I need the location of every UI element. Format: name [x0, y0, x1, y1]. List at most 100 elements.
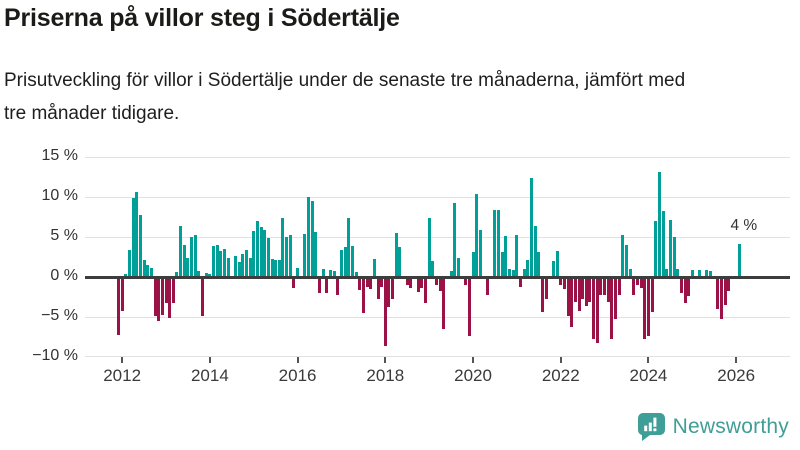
- bar: [431, 260, 435, 276]
- bar: [515, 235, 519, 276]
- bar: [142, 260, 146, 276]
- bar: [409, 278, 413, 289]
- bar: [533, 226, 537, 276]
- bar: [347, 217, 351, 276]
- bar: [592, 278, 596, 339]
- bar: [405, 278, 409, 285]
- bar: [244, 250, 248, 276]
- bar: [595, 278, 599, 344]
- bar: [160, 278, 164, 316]
- bar: [486, 278, 490, 296]
- bar: [292, 278, 296, 289]
- bar: [120, 278, 124, 311]
- x-tick-label: 2024: [629, 366, 668, 385]
- x-tick-label: 2012: [103, 366, 142, 385]
- bar: [555, 251, 559, 276]
- bar: [727, 278, 731, 291]
- bar: [270, 259, 274, 276]
- bar: [117, 278, 120, 335]
- bar: [219, 251, 223, 276]
- bar: [544, 278, 548, 299]
- bar: [274, 260, 278, 276]
- bar: [394, 232, 398, 276]
- bar: [336, 278, 340, 296]
- bar: [365, 278, 369, 287]
- bar: [387, 278, 391, 307]
- gridline: [85, 197, 790, 198]
- bar: [679, 278, 683, 293]
- bar: [157, 278, 161, 321]
- chart-title: Priserna på villor steg i Södertälje: [4, 4, 400, 32]
- bar: [540, 278, 544, 313]
- bar: [208, 273, 212, 276]
- bar: [310, 200, 314, 276]
- bar: [464, 278, 468, 285]
- newsworthy-logo[interactable]: Newsworthy: [637, 413, 789, 441]
- bar: [255, 220, 259, 276]
- bar: [376, 278, 380, 299]
- bar: [625, 244, 629, 276]
- bar: [193, 235, 197, 276]
- bar: [314, 232, 318, 276]
- x-tick: [735, 357, 738, 363]
- bar: [636, 278, 639, 285]
- bar: [508, 268, 512, 276]
- bar: [222, 248, 226, 276]
- bar: [383, 278, 387, 346]
- bar: [551, 260, 555, 276]
- bar: [665, 268, 669, 276]
- bar: [343, 247, 347, 276]
- y-tick-label: −5 %: [41, 307, 78, 324]
- bar: [204, 272, 208, 276]
- bar: [449, 271, 453, 276]
- bar: [475, 194, 479, 276]
- bar: [164, 278, 168, 303]
- bar-chart: 4 % 15 % 10 % 5 % 0 % −5 % −10 % 2012 2014 2016…: [0, 147, 800, 400]
- bar: [434, 278, 438, 285]
- bar: [628, 268, 632, 276]
- bar: [500, 252, 504, 276]
- bar: [328, 269, 332, 276]
- bar: [599, 278, 603, 296]
- bar: [467, 278, 471, 337]
- last-value-annotation: 4 %: [730, 217, 758, 234]
- bar: [277, 260, 281, 276]
- bar: [212, 246, 216, 276]
- x-tick: [296, 357, 299, 363]
- bar: [354, 272, 358, 276]
- chart-subtitle: Prisutveckling för villor i Södertälje u…: [4, 70, 686, 124]
- x-tick: [121, 357, 124, 363]
- bar: [606, 278, 610, 302]
- bar: [127, 250, 131, 276]
- bar: [248, 257, 252, 276]
- bar: [138, 215, 142, 276]
- bar: [676, 268, 680, 276]
- bar: [617, 278, 621, 296]
- bar: [643, 278, 647, 339]
- bar: [654, 220, 658, 276]
- bar: [398, 247, 402, 276]
- bar: [511, 269, 515, 276]
- bar: [581, 278, 585, 299]
- bar: [573, 278, 577, 302]
- x-tick-label: 2026: [717, 366, 756, 385]
- bar: [186, 258, 190, 276]
- bar: [588, 278, 592, 302]
- newsworthy-brand-name: Newsworthy: [672, 415, 789, 438]
- bar: [661, 211, 665, 276]
- bar: [456, 257, 460, 276]
- bar: [683, 278, 687, 303]
- bar: [566, 278, 570, 317]
- gridline: [85, 317, 790, 318]
- bar: [420, 278, 424, 289]
- bar: [307, 196, 311, 276]
- x-tick: [208, 357, 211, 363]
- bar: [577, 278, 581, 311]
- bar: [690, 269, 694, 276]
- bar: [603, 278, 607, 296]
- x-tick-label: 2016: [278, 366, 317, 385]
- bar: [285, 236, 289, 276]
- y-tick-label: 0 %: [50, 267, 78, 284]
- bar: [698, 269, 702, 276]
- bar: [687, 278, 691, 297]
